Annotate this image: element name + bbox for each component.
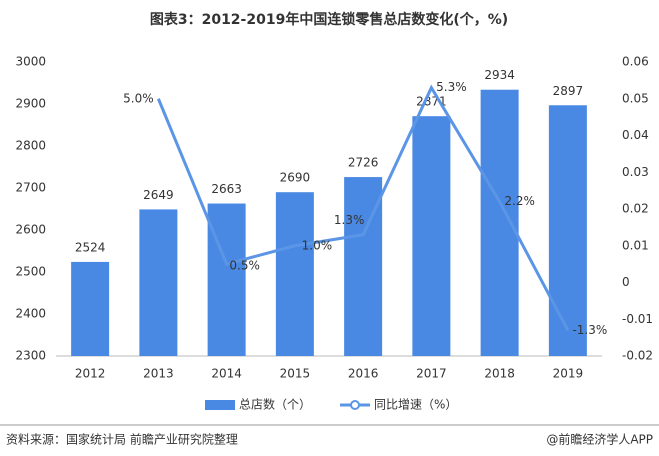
y-tick-label: 2800 (15, 139, 46, 153)
y2-tick-label: 0.01 (622, 238, 649, 252)
y2-tick-label: 0.04 (622, 128, 649, 142)
line-value-label: 1.0% (302, 238, 333, 252)
legend-swatch (205, 400, 235, 410)
bar-value-label: 2690 (280, 171, 311, 185)
line-value-label: 5.0% (123, 91, 154, 105)
y2-tick-label: -0.02 (622, 349, 653, 363)
line-value-label: 0.5% (229, 259, 260, 273)
y-tick-label: 3000 (15, 55, 46, 69)
line-value-label: 1.3% (334, 213, 365, 227)
bar-value-label: 2934 (484, 68, 515, 82)
x-tick-label: 2019 (553, 367, 584, 381)
y-tick-label: 2700 (15, 181, 46, 195)
y2-tick-label: -0.01 (622, 312, 653, 326)
line-value-label: 2.2% (504, 194, 535, 208)
y2-tick-label: 0 (622, 275, 630, 289)
bar-value-label: 2524 (75, 240, 106, 254)
y-tick-label: 2400 (15, 307, 46, 321)
legend-label: 同比增速（%） (374, 398, 457, 412)
x-tick-label: 2016 (348, 367, 379, 381)
footer-brand: @前瞻经济学人APP (546, 432, 653, 447)
bar-value-label: 2649 (143, 188, 174, 202)
legend-label: 总店数（个） (239, 397, 311, 412)
y-tick-label: 2500 (15, 265, 46, 279)
line (156, 84, 570, 331)
x-tick-label: 2013 (143, 367, 174, 381)
x-tick-label: 2018 (484, 367, 515, 381)
y-tick-label: 2600 (15, 223, 46, 237)
chart-title: 图表3：2012-2019年中国连锁零售总店数变化(个，%) (150, 11, 508, 28)
bar (207, 203, 246, 356)
line-value-label: 5.3% (436, 80, 467, 94)
legend-marker (350, 400, 360, 410)
x-tick-label: 2017 (416, 367, 447, 381)
bar (139, 209, 178, 356)
bar (548, 105, 587, 356)
bar (480, 89, 519, 356)
y-tick-label: 2900 (15, 97, 46, 111)
y2-tick-label: 0.02 (622, 202, 649, 216)
bar (71, 261, 110, 356)
bar-value-label: 2663 (211, 182, 242, 196)
x-tick-label: 2014 (211, 367, 242, 381)
bar (275, 192, 314, 356)
x-tick-label: 2012 (75, 367, 106, 381)
bar-value-label: 2726 (348, 156, 379, 170)
line-value-label: -1.3% (572, 323, 607, 337)
bar-value-label: 2897 (553, 84, 584, 98)
footer-source: 资料来源：国家统计局 前瞻产业研究院整理 (6, 432, 238, 447)
y2-tick-label: 0.05 (622, 91, 649, 105)
x-tick-label: 2015 (280, 367, 311, 381)
y2-tick-label: 0.06 (622, 55, 649, 69)
bar (412, 116, 451, 357)
y-tick-label: 2300 (15, 349, 46, 363)
y2-tick-label: 0.03 (622, 165, 649, 179)
